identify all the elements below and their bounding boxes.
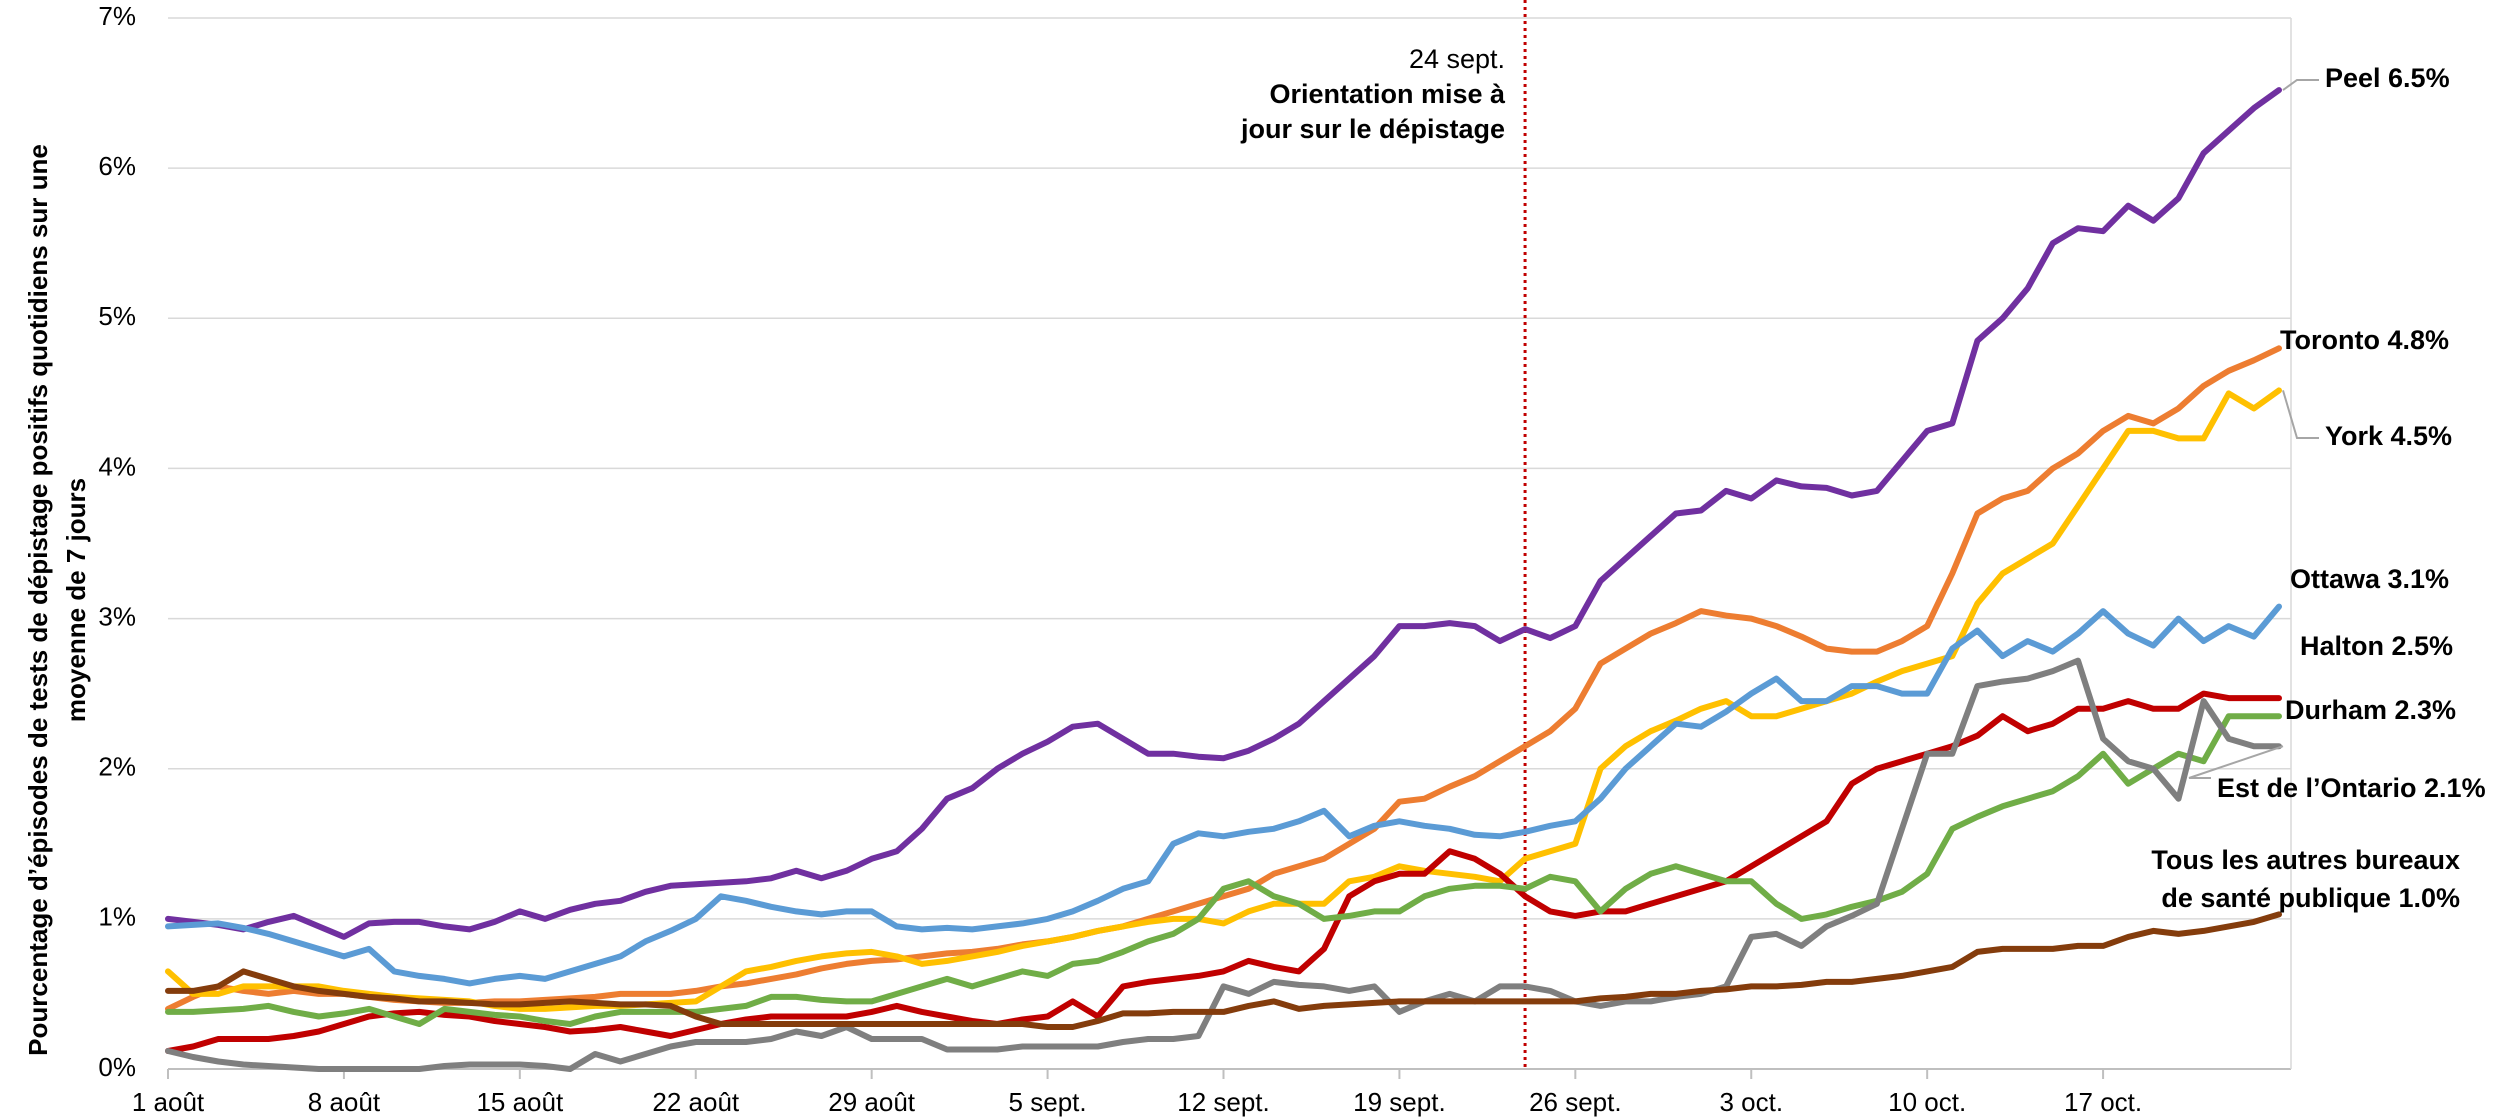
annotation-text: Orientation mise à xyxy=(1269,79,1506,109)
x-tick-label: 12 sept. xyxy=(1177,1087,1270,1117)
x-tick-label: 5 sept. xyxy=(1009,1087,1087,1117)
x-tick-label: 19 sept. xyxy=(1353,1087,1446,1117)
x-tick-label: 15 août xyxy=(476,1087,564,1117)
x-tick-label: 3 oct. xyxy=(1719,1087,1783,1117)
label-connector xyxy=(2282,79,2319,91)
x-tick-label: 17 oct. xyxy=(2064,1087,2142,1117)
series-line xyxy=(165,345,2282,1012)
series-label: Halton 2.5% xyxy=(2300,631,2453,661)
x-tick-label: 26 sept. xyxy=(1529,1087,1622,1117)
label-connector xyxy=(2282,390,2319,439)
series-line xyxy=(165,387,2282,1012)
y-axis-title-line: Pourcentage d’épisodes de tests de dépis… xyxy=(23,144,53,1056)
annotation-text: jour sur le dépistage xyxy=(1240,114,1505,144)
annotation-text: 24 sept. xyxy=(1409,44,1505,74)
series-label: Est de l’Ontario 2.1% xyxy=(2217,773,2486,803)
label-connector xyxy=(2188,745,2284,779)
series-line xyxy=(165,657,2282,1072)
y-axis-title: Pourcentage d’épisodes de tests de dépis… xyxy=(23,144,91,1056)
x-tick-label: 29 août xyxy=(828,1087,916,1117)
y-tick-label: 5% xyxy=(98,301,136,331)
y-axis-title-line: moyenne de 7 jours xyxy=(61,478,91,722)
x-tick-label: 22 août xyxy=(652,1087,740,1117)
y-tick-label: 4% xyxy=(98,451,136,481)
y-tick-label: 0% xyxy=(98,1052,136,1082)
series-label: York 4.5% xyxy=(2325,421,2452,451)
series-line xyxy=(165,690,2282,1054)
y-tick-label: 7% xyxy=(98,1,136,31)
x-tick-label: 10 oct. xyxy=(1888,1087,1966,1117)
series-label-line: de santé publique 1.0% xyxy=(2161,883,2460,913)
series-label: Toronto 4.8% xyxy=(2280,325,2449,355)
series-line xyxy=(165,87,2282,940)
series-label: Ottawa 3.1% xyxy=(2290,564,2449,594)
y-tick-label: 3% xyxy=(98,601,136,631)
series-line xyxy=(165,713,2282,1027)
y-tick-label: 1% xyxy=(98,902,136,932)
x-tick-label: 8 août xyxy=(308,1087,381,1117)
y-tick-label: 6% xyxy=(98,151,136,181)
y-tick-label: 2% xyxy=(98,752,136,782)
series-line xyxy=(165,603,2282,987)
series-label: Peel 6.5% xyxy=(2325,63,2450,93)
x-tick-label: 1 août xyxy=(132,1087,205,1117)
series-line xyxy=(165,911,2282,1030)
series-label-line: Tous les autres bureaux xyxy=(2151,845,2460,875)
series-label: Tous les autres bureaux de santé publique… xyxy=(2151,845,2460,913)
series-label: Durham 2.3% xyxy=(2285,695,2456,725)
